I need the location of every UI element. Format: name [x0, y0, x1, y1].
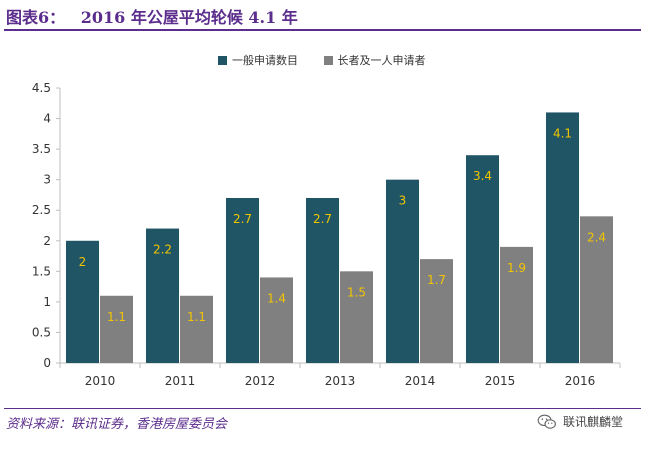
bar-general — [466, 155, 499, 363]
data-label-elderly: 1.1 — [107, 310, 126, 324]
bar-elderly — [340, 271, 373, 363]
bar-elderly — [260, 277, 293, 363]
y-tick-label: 2 — [43, 234, 51, 248]
bar-general — [306, 198, 339, 363]
x-tick-label: 2016 — [565, 374, 596, 388]
x-tick-label: 2013 — [325, 374, 356, 388]
footer-divider — [4, 408, 641, 409]
figure-title: 2016 年公屋平均轮候 4.1 年 — [80, 8, 298, 27]
data-label-general: 2.2 — [153, 243, 172, 257]
x-tick-label: 2014 — [405, 374, 436, 388]
data-label-elderly: 2.4 — [587, 230, 606, 244]
bar-elderly — [100, 295, 133, 363]
data-label-elderly: 1.9 — [507, 261, 526, 275]
x-tick-label: 2015 — [485, 374, 516, 388]
y-tick-label: 0.5 — [32, 325, 51, 339]
source-note: 资料来源：联讯证券，香港房屋委员会 — [6, 417, 228, 432]
y-tick-label: 1 — [43, 295, 51, 309]
bar-general — [386, 179, 419, 363]
data-label-elderly: 1.7 — [427, 273, 446, 287]
legend-label-general: 一般申请数目 — [232, 54, 298, 67]
data-label-general: 3 — [399, 194, 407, 208]
y-tick-label: 0 — [43, 356, 51, 370]
bar-elderly — [500, 246, 533, 363]
y-tick-label: 4.5 — [32, 81, 51, 95]
wechat-icon — [537, 414, 556, 429]
x-tick-label: 2010 — [85, 374, 116, 388]
y-tick-label: 3.5 — [32, 142, 51, 156]
y-tick-label: 2.5 — [32, 203, 51, 217]
x-tick-label: 2011 — [165, 374, 196, 388]
bar-general — [226, 198, 259, 363]
data-label-general: 2.7 — [233, 212, 252, 226]
bar-general — [546, 112, 579, 363]
legend-item-elderly: 长者及一人申请者 — [323, 52, 426, 68]
data-label-elderly: 1.4 — [267, 291, 286, 305]
x-tick-label: 2012 — [245, 374, 276, 388]
y-tick-label: 3 — [43, 173, 51, 187]
watermark-text: 联讯麒麟堂 — [562, 415, 623, 429]
legend-item-general: 一般申请数目 — [218, 52, 298, 68]
data-label-general: 4.1 — [553, 126, 572, 140]
y-tick-label: 1.5 — [32, 264, 51, 278]
bar-general — [66, 240, 99, 363]
data-label-general: 3.4 — [473, 169, 492, 183]
data-label-elderly: 1.1 — [187, 310, 206, 324]
y-tick-label: 4 — [43, 112, 51, 126]
bar-elderly — [420, 259, 453, 363]
data-label-general: 2.7 — [313, 212, 332, 226]
bar-elderly — [180, 295, 213, 363]
watermark: 联讯麒麟堂 — [537, 413, 623, 430]
data-label-general: 2 — [79, 255, 87, 269]
figure-header: 图表6： 2016 年公屋平均轮候 4.1 年 — [6, 4, 636, 28]
figure-label: 图表6： — [6, 8, 66, 27]
bar-elderly — [580, 216, 613, 363]
header-divider — [4, 29, 641, 31]
data-label-elderly: 1.5 — [347, 285, 366, 299]
legend-label-elderly: 长者及一人申请者 — [337, 54, 426, 67]
legend-swatch-general — [218, 55, 227, 65]
chart-legend: 一般申请数目 长者及一人申请者 — [218, 52, 448, 68]
legend-swatch-elderly — [323, 55, 333, 65]
bar-general — [146, 228, 179, 363]
